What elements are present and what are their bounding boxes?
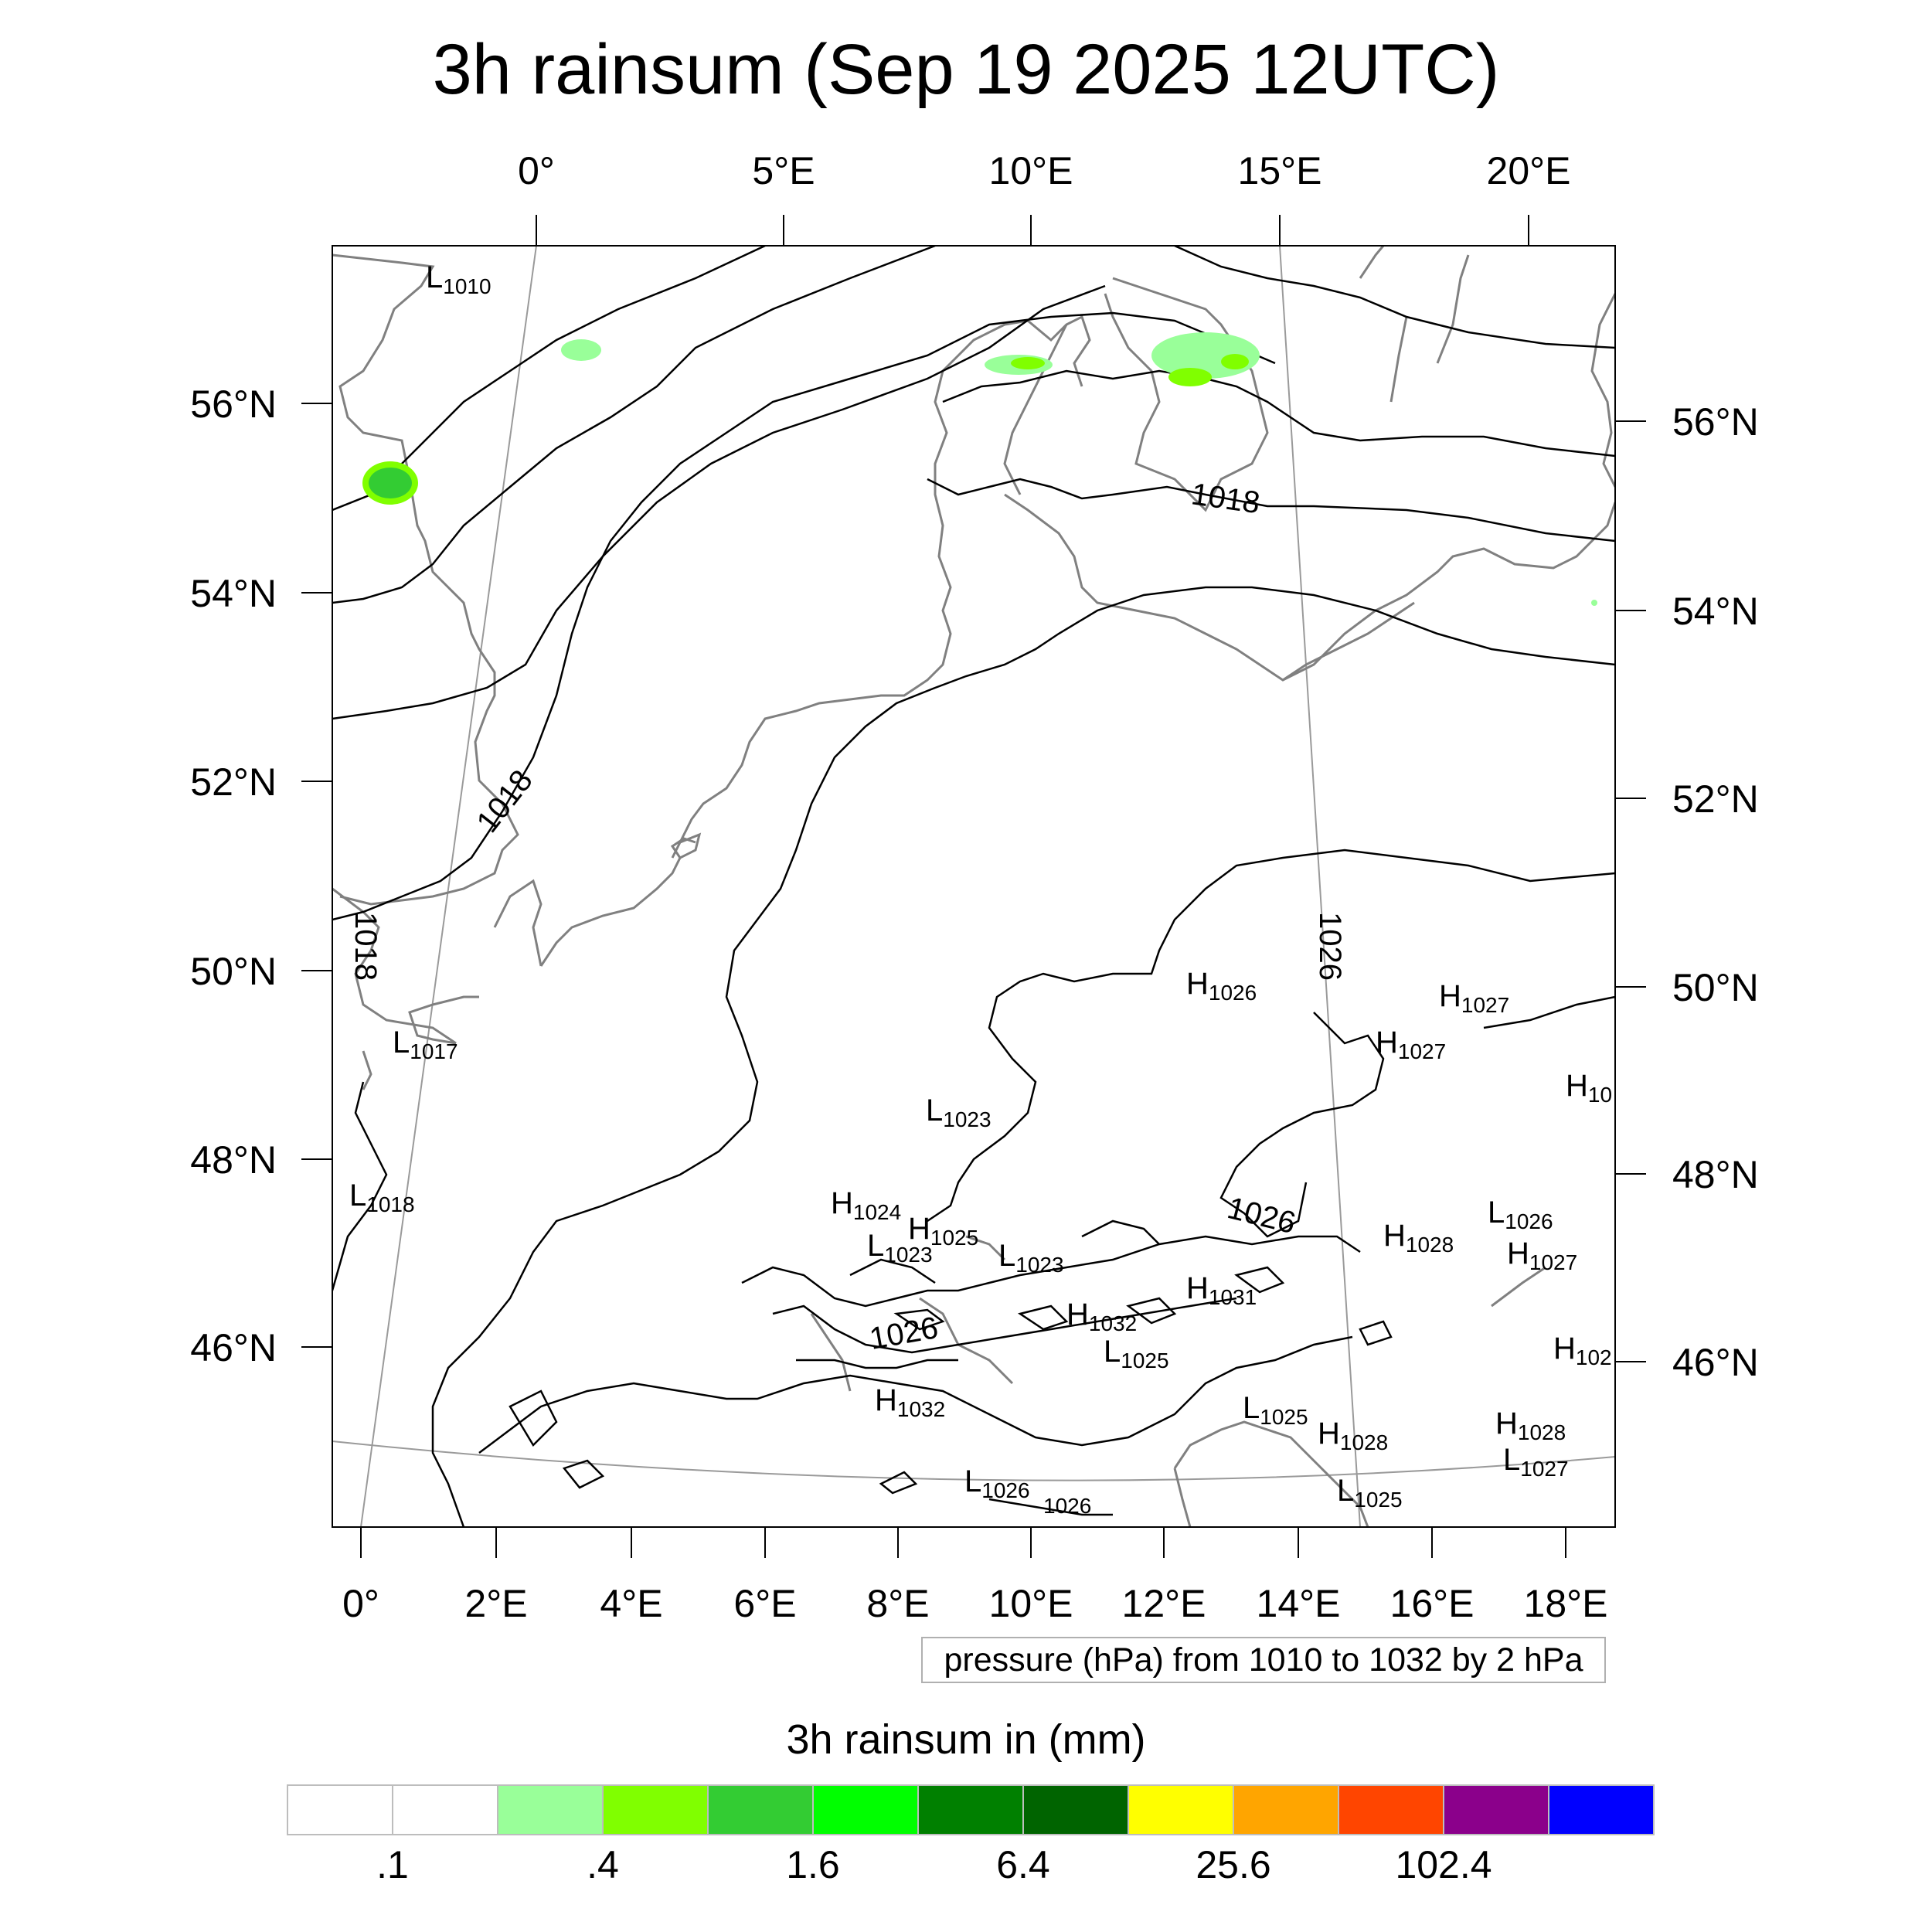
- right-lat-label: 52°N: [1672, 777, 1759, 821]
- colorbar-box: [287, 1784, 393, 1835]
- pressure-center-marker: L1025: [1243, 1391, 1308, 1429]
- plot-frame: [332, 245, 1616, 1528]
- bottom-lon-label: 4°E: [600, 1582, 662, 1625]
- isobar-label: 1018: [349, 912, 383, 981]
- left-lat-label: 52°N: [190, 760, 277, 804]
- pressure-center-marker: H1027: [1376, 1026, 1446, 1063]
- colorbar-box: [1443, 1784, 1549, 1835]
- bottom-lon-label: 2°E: [464, 1582, 527, 1625]
- pressure-center-marker: L1010: [426, 260, 492, 298]
- bottom-lon-label: 0°: [342, 1582, 379, 1625]
- top-lon-label: 10°E: [989, 149, 1073, 192]
- right-lat-label: 48°N: [1672, 1153, 1759, 1196]
- pressure-center-marker: H1027: [1439, 979, 1509, 1017]
- pressure-center-marker: H1032: [875, 1383, 945, 1421]
- pressure-center-marker: H1026: [1186, 967, 1257, 1005]
- pressure-center-marker: H1028: [1495, 1406, 1566, 1444]
- contour-info-box: pressure (hPa) from 1010 to 1032 by 2 hP…: [921, 1637, 1606, 1683]
- colorbar-tick-label: .1: [376, 1843, 409, 1886]
- pressure-center-marker: H102: [1553, 1332, 1612, 1369]
- top-lon-label: 0°: [518, 149, 555, 192]
- isobar-labels: 1018 1018 1018 1026 1026 1026 1026: [349, 477, 1347, 1518]
- colorbar-box: [1233, 1784, 1339, 1835]
- left-lat-label: 56°N: [190, 383, 277, 426]
- pressure-center-marker: H10: [1566, 1069, 1612, 1107]
- colorbar-title: 3h rainsum in (mm): [786, 1716, 1146, 1763]
- pressure-center-marker: L1025: [1104, 1335, 1169, 1372]
- pressure-center-marker: L1025: [1337, 1474, 1403, 1512]
- colorbar-box: [1338, 1784, 1444, 1835]
- right-latitude-labels: 56°N 54°N 52°N 50°N 48°N 46°N: [1672, 400, 1759, 1384]
- bottom-lon-label: 14°E: [1257, 1582, 1341, 1625]
- bottom-lon-label: 12°E: [1122, 1582, 1206, 1625]
- pressure-center-marker: L1023: [998, 1239, 1064, 1277]
- right-lat-label: 56°N: [1672, 400, 1759, 444]
- colorbar-box: [812, 1784, 919, 1835]
- colorbar-box: [392, 1784, 498, 1835]
- pressure-center-marker: H1027: [1507, 1236, 1577, 1274]
- pressure-center-marker: H1028: [1318, 1417, 1388, 1454]
- top-lon-label: 20°E: [1487, 149, 1571, 192]
- left-latitude-labels: 56°N 54°N 52°N 50°N 48°N 46°N: [190, 383, 277, 1369]
- pressure-center-marker: L1023: [926, 1094, 992, 1131]
- pressure-center-marker: L1018: [349, 1179, 415, 1216]
- graticule: [332, 246, 1615, 1527]
- pressure-center-marker: L1017: [393, 1026, 458, 1063]
- pressure-center-marker: L1026: [964, 1464, 1030, 1502]
- top-lon-label: 15°E: [1238, 149, 1322, 192]
- pressure-center-marker: H1028: [1383, 1219, 1454, 1257]
- bottom-longitude-labels: 0° 2°E 4°E 6°E 8°E 10°E 12°E 14°E 16°E 1…: [342, 1582, 1607, 1625]
- colorbar-tick-label: 1.6: [786, 1843, 840, 1886]
- map-title: 3h rainsum (Sep 19 2025 12UTC): [432, 30, 1500, 109]
- right-lat-label: 46°N: [1672, 1341, 1759, 1384]
- tick-marks: [301, 215, 1646, 1558]
- bottom-lon-label: 6°E: [733, 1582, 796, 1625]
- right-lat-label: 54°N: [1672, 590, 1759, 633]
- colorbar-tick-label: 6.4: [996, 1843, 1050, 1886]
- left-lat-label: 50°N: [190, 950, 277, 993]
- colorbar-box: [917, 1784, 1024, 1835]
- pressure-center-marker: H1032: [1066, 1298, 1137, 1335]
- coastlines: [332, 246, 1615, 1527]
- isobar-label: 1018: [1189, 477, 1262, 520]
- right-lat-label: 50°N: [1672, 966, 1759, 1009]
- pressure-center-marker: L1026: [1488, 1196, 1553, 1233]
- colorbar-box: [1128, 1784, 1234, 1835]
- colorbar-tick-label: 102.4: [1395, 1843, 1492, 1886]
- left-lat-label: 46°N: [190, 1326, 277, 1369]
- top-lon-label: 5°E: [752, 149, 815, 192]
- left-lat-label: 54°N: [190, 572, 277, 615]
- pressure-center-marker: L1027: [1503, 1443, 1569, 1481]
- rain-fields: [362, 332, 1597, 606]
- isobar-label: 1026: [1313, 912, 1347, 981]
- pressure-center-marker: H1025: [908, 1212, 978, 1250]
- colorbar-tick-label: 25.6: [1196, 1843, 1270, 1886]
- isobar-label: 1018: [470, 764, 539, 838]
- colorbar-tick-label: .4: [587, 1843, 619, 1886]
- colorbar-box: [707, 1784, 814, 1835]
- colorbar-box: [1022, 1784, 1129, 1835]
- top-longitude-labels: 0° 5°E 10°E 15°E 20°E: [518, 149, 1570, 192]
- pressure-center-marker: L1023: [867, 1229, 933, 1267]
- isobar-label: 1026: [1224, 1191, 1299, 1240]
- bottom-lon-label: 18°E: [1524, 1582, 1608, 1625]
- left-lat-label: 48°N: [190, 1138, 277, 1182]
- colorbar-box: [497, 1784, 604, 1835]
- pressure-center-marker: H1024: [831, 1186, 901, 1224]
- bottom-lon-label: 8°E: [866, 1582, 929, 1625]
- colorbar-tick-labels: .1 .4 1.6 6.4 25.6 102.4: [376, 1843, 1492, 1886]
- pressure-centers: L1010 L1017 L1018 H1026 H1027 H1027 H10 …: [349, 260, 1612, 1512]
- colorbar-box: [1548, 1784, 1655, 1835]
- bottom-lon-label: 16°E: [1390, 1582, 1475, 1625]
- colorbar-box: [602, 1784, 709, 1835]
- bottom-lon-label: 10°E: [989, 1582, 1073, 1625]
- pressure-center-marker: H1031: [1186, 1271, 1257, 1309]
- isobar-label: 1026: [1043, 1494, 1091, 1518]
- colorbar: [287, 1784, 1655, 1835]
